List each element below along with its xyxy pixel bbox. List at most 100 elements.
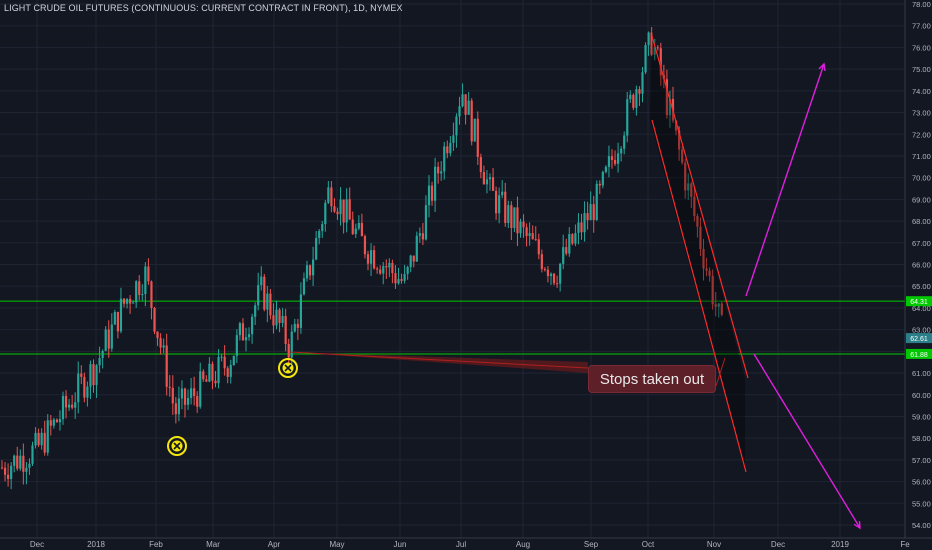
candle-body (299, 294, 302, 328)
candle-body (546, 269, 550, 277)
candle-body (479, 156, 482, 173)
candle-body (199, 371, 202, 407)
candle-body (693, 196, 696, 217)
candle-body (537, 239, 540, 255)
candle-body (369, 250, 373, 264)
candle-body (394, 273, 397, 284)
candle-body (379, 269, 382, 274)
candle-body (421, 233, 424, 240)
time-axis[interactable]: Dec 2018 Feb Mar Apr May Jun Jul Aug Sep Oct Nov Dec… (0, 537, 932, 549)
candle-body (674, 120, 678, 131)
channel-shade (650, 30, 745, 470)
candle-body (92, 364, 95, 386)
price-axis[interactable]: 54.00 55.00 56.00 57.00 58.00 59.00 60.00 61.00… (904, 0, 932, 550)
candle-body (552, 273, 556, 284)
candle-body (543, 269, 546, 271)
candle-body (107, 329, 110, 349)
candle-body (354, 228, 357, 235)
candle-body (64, 395, 68, 408)
price-tick-label: 72.00 (912, 130, 931, 139)
price-label-box (906, 296, 932, 307)
candle-body (650, 32, 653, 55)
candle-body (28, 463, 31, 468)
time-tick-label: Oct (642, 540, 655, 549)
price-label-box (906, 348, 932, 359)
candle-body (403, 273, 406, 281)
candle-body (119, 298, 123, 332)
candle-body (644, 45, 647, 73)
candle-body (473, 118, 476, 142)
candle-body (287, 343, 290, 358)
candle-body (80, 373, 83, 377)
price-axis-bg (905, 0, 932, 550)
candle-body (202, 371, 205, 380)
candle-body (418, 233, 421, 236)
candle-body (186, 397, 190, 405)
candle-body (46, 420, 49, 453)
candle-body (510, 205, 513, 228)
candle-body (217, 356, 220, 384)
candle-body (0, 467, 4, 469)
price-label-text: 62.61 (910, 336, 928, 343)
candle-body (455, 116, 458, 136)
candle-body (257, 285, 260, 306)
candle-body (607, 156, 611, 167)
candle-body (226, 368, 229, 377)
candle-body (540, 254, 543, 270)
price-tick-label: 71.00 (912, 152, 931, 161)
candle-body (141, 294, 144, 296)
candle-body (498, 195, 501, 214)
candle-body (577, 222, 580, 233)
candle-body (308, 265, 312, 276)
candle-body (449, 142, 452, 154)
candle-body (86, 386, 89, 398)
candle-body (13, 455, 16, 466)
candle-body (391, 262, 394, 274)
candle-body (360, 222, 363, 237)
candle-body (98, 358, 101, 366)
candle-body (589, 204, 592, 221)
candle-body (238, 323, 241, 336)
candle-body (528, 233, 531, 236)
price-tick-label: 70.00 (912, 174, 931, 183)
bearish-arrow (753, 353, 861, 529)
candle-body (327, 187, 330, 203)
price-tick-label: 58.00 (912, 434, 931, 443)
candle-body (116, 311, 119, 332)
marker-x (284, 364, 292, 372)
candle-body (190, 388, 193, 398)
bullish-arrow (745, 63, 825, 297)
candle-body (171, 387, 174, 404)
candle-body (409, 255, 412, 268)
candle-body (638, 89, 641, 94)
price-tick-label: 73.00 (912, 109, 931, 118)
candle-body (7, 474, 10, 479)
candle-body (632, 94, 635, 108)
candle-body (711, 275, 714, 305)
candle-body (705, 268, 708, 271)
candle-body (699, 226, 702, 249)
candle-body (156, 331, 159, 339)
price-tick-label: 78.00 (912, 0, 931, 9)
candle-body (290, 331, 293, 358)
stops-annotation[interactable]: Stops taken out (588, 365, 716, 393)
candle-body (687, 183, 690, 191)
grid-lines (0, 0, 906, 538)
price-label-box (906, 333, 932, 344)
price-tick-label: 68.00 (912, 217, 931, 226)
candle-body (43, 432, 46, 453)
candle-body (485, 179, 489, 185)
candle-body (220, 356, 223, 358)
candle-body (68, 404, 71, 408)
stops-line-right (715, 357, 726, 387)
candle-body (617, 153, 620, 164)
candle-body (83, 376, 86, 398)
candle-body (464, 94, 467, 115)
time-tick-label: 2019 (831, 540, 849, 549)
candle-body (3, 467, 7, 475)
price-tick-label: 67.00 (912, 239, 931, 248)
candle-body (241, 323, 245, 341)
candle-body (345, 199, 348, 223)
candle-body (437, 166, 440, 174)
